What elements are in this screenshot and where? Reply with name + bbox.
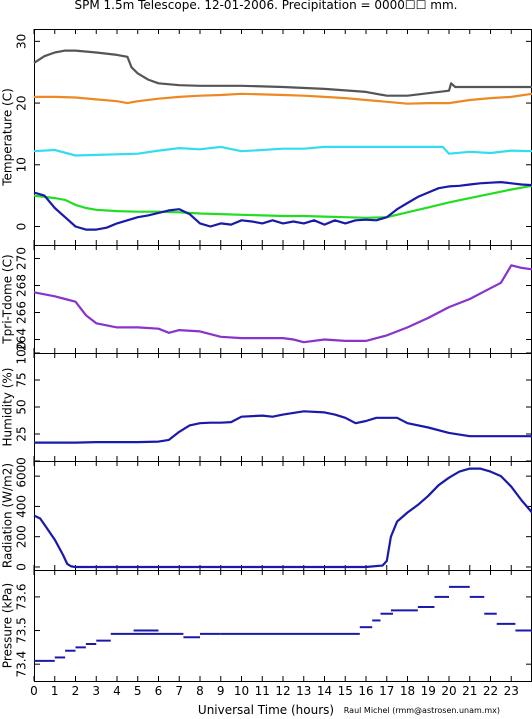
- x-tick-label: 11: [255, 684, 270, 698]
- series-line-temperature-1: [34, 92, 532, 105]
- series-line-temperature-2: [33, 145, 532, 157]
- panel-frame: [34, 353, 532, 462]
- panel-frame: [34, 29, 532, 246]
- y-tick-label: 50: [15, 399, 29, 414]
- y-tick-label: 268: [15, 274, 29, 297]
- y-axis-label: Humidity (%): [1, 368, 15, 447]
- x-tick-label: 6: [155, 684, 163, 698]
- y-tick-label: 10: [15, 157, 29, 172]
- y-tick-label: 0: [15, 223, 29, 231]
- x-tick-label: 23: [504, 684, 519, 698]
- series-line-radiation-0: [33, 467, 532, 569]
- x-tick-label: 18: [400, 684, 415, 698]
- x-tick-label: 13: [296, 684, 311, 698]
- series-line-temperature-3: [33, 184, 532, 219]
- y-tick-label: 75: [15, 372, 29, 387]
- y-axis-label: Temperature (C): [1, 88, 15, 187]
- y-tick-label: 400: [15, 495, 29, 518]
- y-tick-label: 73.4: [15, 651, 29, 678]
- y-tick-label: 30: [15, 34, 29, 49]
- x-tick-label: 16: [358, 684, 373, 698]
- credit-text: Raul Michel (rmm@astrosen.unam.mx): [344, 706, 500, 715]
- panel-temperature: 0 10 20 30 Temperature (C): [1, 29, 532, 246]
- y-tick-label: 266: [15, 301, 29, 324]
- x-tick-label: 22: [483, 684, 498, 698]
- series-line-temperature-4: [33, 181, 532, 231]
- x-tick-label: 7: [175, 684, 183, 698]
- y-tick-label: 100: [15, 342, 29, 365]
- chart-title: SPM 1.5m Telescope. 12-01-2006. Precipit…: [75, 0, 458, 12]
- x-tick-label: 15: [338, 684, 353, 698]
- y-tick-label: 20: [15, 95, 29, 110]
- x-tick-label: 10: [234, 684, 249, 698]
- y-tick-label: 0: [15, 457, 29, 465]
- x-tick-label: 17: [379, 684, 394, 698]
- y-tick-label: 73.5: [15, 617, 29, 644]
- x-tick-label: 2: [72, 684, 80, 698]
- y-tick-label: 264: [15, 328, 29, 351]
- x-tick-label: 1: [51, 684, 59, 698]
- x-tick-label: 12: [275, 684, 290, 698]
- y-tick-label: 0: [15, 563, 29, 571]
- y-axis-label: Tpri-Tdome (C): [1, 254, 15, 344]
- x-tick-label: 21: [462, 684, 477, 698]
- x-axis-label: Universal Time (hours): [198, 703, 334, 717]
- x-tick-label: 19: [421, 684, 436, 698]
- y-tick-label: 73.6: [15, 584, 29, 611]
- x-tick-label: 0: [30, 684, 38, 698]
- x-tick-label: 4: [113, 684, 121, 698]
- y-tick-label: 25: [15, 426, 29, 441]
- x-tick-label: 3: [92, 684, 100, 698]
- x-tick-label: 8: [196, 684, 204, 698]
- x-tick-label: 9: [217, 684, 225, 698]
- series-line-tpri-tdome-0: [33, 264, 532, 344]
- x-tick-label: 20: [441, 684, 456, 698]
- y-axis-label: Radiation (W/m2): [1, 463, 15, 568]
- y-tick-label: 200: [15, 525, 29, 548]
- panel-frame: [34, 461, 532, 571]
- y-axis-label: Pressure (kPa): [1, 583, 15, 668]
- y-tick-label: 600: [15, 465, 29, 488]
- series-line-humidity-0: [34, 410, 532, 444]
- y-tick-label: 270: [15, 247, 29, 270]
- x-tick-label: 5: [134, 684, 142, 698]
- series-line-temperature-0: [33, 49, 532, 97]
- x-tick-label: 14: [317, 684, 332, 698]
